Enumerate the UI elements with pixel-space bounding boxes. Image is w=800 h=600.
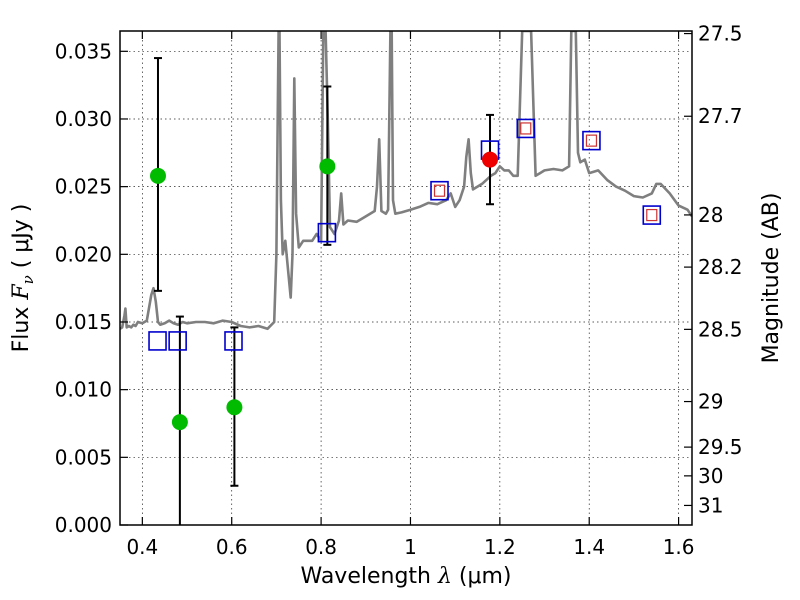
y-axis-title: Flux Fν ( μJy ): [9, 204, 37, 353]
x-axis-title: Wavelength λ (μm): [300, 564, 511, 589]
observed-green-point: [149, 167, 166, 184]
y2-tick-label: 31: [698, 493, 723, 517]
y-tick-label: 0.035: [55, 39, 112, 63]
x-tick-label: 0.6: [216, 535, 248, 559]
x-tick-label: 1.2: [484, 535, 516, 559]
y-tick-label: 0.005: [55, 445, 112, 469]
model-photometry-square: [516, 118, 536, 139]
x-axis-title-unit: (μm): [452, 564, 512, 589]
y2-tick-label: 30: [698, 464, 723, 488]
model-photometry-square: [582, 130, 601, 151]
plot-frame: [119, 30, 693, 526]
y2-tick-label: 27.5: [698, 22, 743, 46]
y2-tick-label: 28.2: [698, 255, 743, 279]
model-photometry-inner-square: [646, 208, 658, 222]
sed-model-line: [120, 31, 692, 331]
y-tick-label: 0.000: [55, 513, 112, 537]
x-axis-title-symbol: λ: [437, 564, 452, 589]
ticks-layer: [120, 31, 692, 526]
x-tick-label: 0.8: [305, 535, 337, 559]
observed-red-point: [482, 151, 499, 168]
error-bars-layer: [153, 57, 495, 525]
y2-tick-label: 28.5: [698, 317, 743, 341]
y-axis-title-sub: ν: [19, 275, 37, 284]
model-photometry-inner-square: [433, 184, 446, 197]
y-tick-label: 0.025: [55, 175, 112, 199]
x-axis-title-prefix: Wavelength: [300, 564, 438, 589]
y-axis-title-unit: ( μJy ): [9, 204, 34, 276]
y-tick-label: 0.015: [55, 310, 112, 334]
model-photometry-inner-square: [520, 122, 532, 135]
y-tick-label: 0.030: [55, 107, 112, 131]
model-photometry-square: [430, 180, 449, 201]
y2-axis-title: Magnitude (AB): [759, 193, 784, 364]
x-tick-label: 1.6: [663, 535, 695, 559]
y-axis-title-symbol: F: [9, 284, 34, 301]
observed-green-point: [171, 414, 188, 431]
y2-tick-label: 27.7: [698, 104, 743, 128]
model-photometry-square: [168, 331, 187, 351]
grid-lines: [120, 31, 692, 526]
model-photometry-inner-square: [585, 134, 598, 147]
model-photometry-square: [148, 331, 167, 351]
y2-tick-label: 29.5: [698, 435, 743, 459]
y-tick-label: 0.020: [55, 242, 112, 266]
y2-tick-label: 28: [698, 203, 723, 227]
tick-labels-layer: 0.4 0.6 0.8 1 1.2 1.4 1.6 0.000 0.005 0.010 0.015 0…: [55, 22, 743, 559]
model-photometry-square: [642, 205, 662, 225]
model-photometry-square: [317, 222, 337, 243]
observed-green-point: [226, 399, 243, 416]
y2-tick-label: 29: [698, 390, 723, 414]
markers-layer: [148, 118, 662, 431]
y-tick-label: 0.010: [55, 378, 112, 402]
x-tick-label: 1.4: [573, 535, 605, 559]
observed-green-point: [319, 158, 336, 175]
y-axis-title-prefix: Flux: [9, 300, 34, 353]
sed-model-layer: [120, 31, 692, 331]
x-tick-label: 1: [404, 535, 417, 559]
x-tick-label: 0.4: [126, 535, 158, 559]
model-photometry-square: [224, 331, 243, 351]
